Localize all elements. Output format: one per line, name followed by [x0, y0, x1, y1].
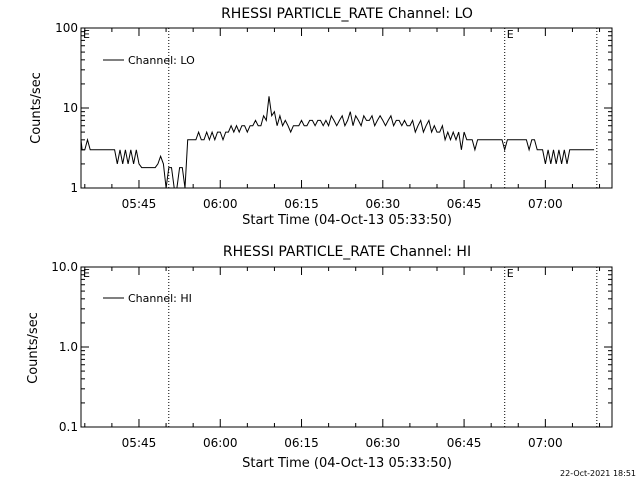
hi-plot-frame	[80, 266, 613, 428]
x-tick-label: 06:15	[284, 436, 319, 450]
hi-chart-title: RHESSI PARTICLE_RATE Channel: HI	[223, 244, 471, 260]
lo-y-axis: 1 10 100	[55, 21, 612, 195]
x-tick-label: 07:00	[528, 436, 563, 450]
lo-y-axis-label: Counts/sec	[29, 72, 44, 144]
x-tick-label: 06:45	[447, 197, 482, 211]
y-tick-label: 1	[70, 181, 78, 195]
x-tick-label: 06:45	[447, 436, 482, 450]
hi-legend: Channel: HI	[103, 292, 192, 305]
y-tick-label: 10	[63, 101, 78, 115]
hi-x-axis: 05:45 06:00 06:15 06:30 06:45 07:00	[84, 267, 601, 450]
x-tick-label: 06:00	[203, 436, 238, 450]
hi-left-edge-label: E	[83, 267, 90, 280]
lo-chart-title: RHESSI PARTICLE_RATE Channel: LO	[221, 6, 473, 22]
x-tick-label: 05:45	[122, 197, 157, 211]
lo-plot-frame	[80, 27, 613, 189]
x-tick-label: 06:30	[366, 436, 401, 450]
y-tick-label: 0.1	[59, 420, 78, 434]
hi-x-axis-label: Start Time (04-Oct-13 05:33:50)	[242, 456, 452, 471]
lo-x-axis-label: Start Time (04-Oct-13 05:33:50)	[242, 213, 452, 228]
hi-y-axis-label: Counts/sec	[26, 312, 41, 384]
x-tick-label: 06:30	[366, 197, 401, 211]
x-tick-label: 05:45	[122, 436, 157, 450]
lo-series-line	[80, 96, 595, 189]
x-tick-label: 06:15	[284, 197, 319, 211]
hi-channel-panel: RHESSI PARTICLE_RATE Channel: HI 0.1 1.0 1…	[26, 244, 613, 471]
x-tick-label: 06:00	[203, 197, 238, 211]
footer-timestamp: 22-Oct-2021 18:51	[560, 469, 636, 478]
event-marker-label: E	[507, 267, 514, 280]
lo-legend: Channel: LO	[103, 54, 195, 67]
hi-legend-label: Channel: HI	[128, 292, 192, 305]
lo-event-markers: E	[168, 28, 598, 188]
hi-event-markers: E	[168, 267, 598, 427]
lo-left-edge-label: E	[83, 28, 90, 41]
x-tick-label: 07:00	[528, 197, 563, 211]
y-tick-label: 10.0	[51, 260, 78, 274]
lo-channel-panel: RHESSI PARTICLE_RATE Channel: LO 110100 …	[29, 6, 613, 228]
lo-x-axis: 05:45 06:00 06:15 06:30 06:45 07:00	[84, 28, 601, 211]
event-marker-label: E	[507, 28, 514, 41]
lo-legend-label: Channel: LO	[128, 54, 195, 67]
y-tick-label: 100	[55, 21, 78, 35]
hi-y-axis: 0.1 1.0 10.0	[51, 260, 612, 434]
y-tick-label: 1.0	[59, 340, 78, 354]
